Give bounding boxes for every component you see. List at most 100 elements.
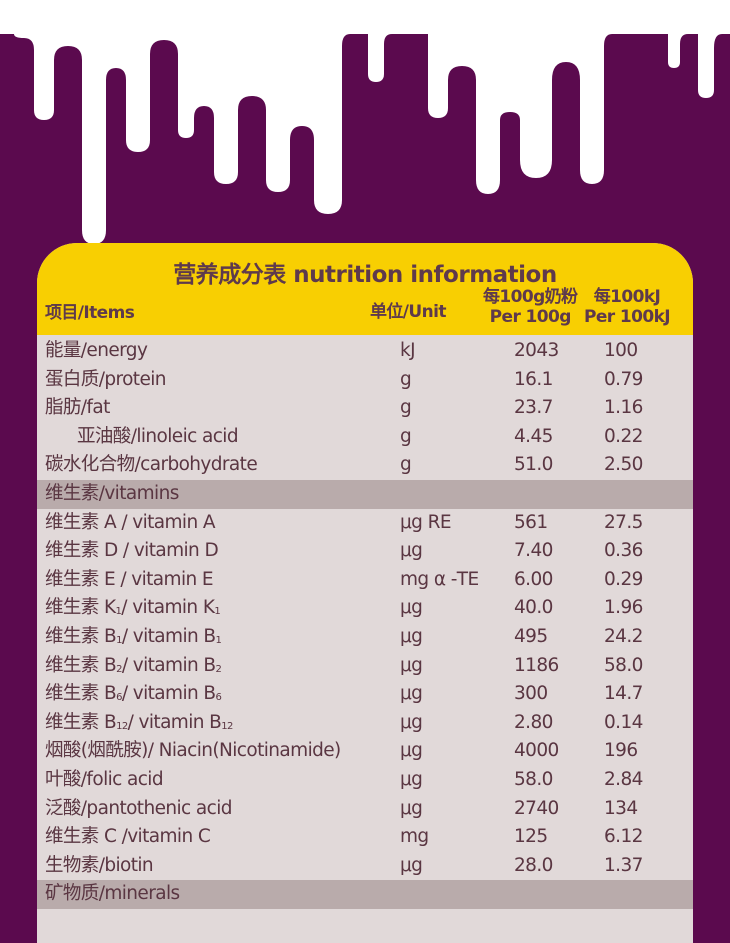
value-per-100g: 28.0 [514,854,553,876]
header-per100kj: 每100kJ Per 100kJ [584,287,671,327]
value-per-100g: 23.7 [514,397,553,419]
table-row: 维生素 E / vitamin E mg α -TE 6.00 0.29 [37,566,693,595]
nutrient-name: 亚油酸/linoleic acid [77,425,239,447]
nutrient-name: 泛酸/pantothenic acid [45,797,232,819]
nutrient-name: 维生素 E / vitamin E [45,568,214,590]
table-row: 能量/energy kJ 2043 100 [37,337,693,366]
nutrient-name: 生物素/biotin [45,854,154,876]
value-per-100kj: 2.84 [604,769,643,790]
unit: μg RE [400,511,452,533]
table-row: 叶酸/folic acid μg 58.0 2.84 [37,766,693,795]
nutrient-name: 脂肪/fat [45,397,110,419]
nutrient-name: 碳水化合物/carbohydrate [45,454,258,476]
value-per-100kj: 1.37 [604,854,643,876]
nutrient-name: 能量/energy [45,340,148,361]
value-per-100kj: 134 [604,797,638,819]
unit: g [400,368,412,390]
nutrient-name: 维生素 B1/ vitamin B1 [45,626,222,647]
value-per-100kj: 0.22 [604,425,643,447]
value-per-100kj: 0.79 [604,368,643,390]
unit: μg [400,769,423,790]
nutrient-name: 维生素 B6/ vitamin B6 [45,683,222,705]
value-per-100kj: 1.96 [604,597,643,619]
table-row: 维生素 C /vitamin C mg 125 6.12 [37,823,693,852]
value-per-100g: 2740 [514,797,559,819]
value-per-100g: 2.80 [514,711,553,733]
unit: kJ [400,340,416,361]
value-per-100kj: 58.0 [604,654,643,676]
value-per-100g: 16.1 [514,368,553,390]
header-per100g-cn: 每100g奶粉 [483,287,578,307]
unit: μg [400,854,423,876]
unit: μg [400,597,423,619]
header-per100g: 每100g奶粉 Per 100g [483,287,578,327]
unit: μg [400,711,423,733]
unit: μg [400,626,423,647]
unit: μg [400,740,423,762]
value-per-100g: 561 [514,511,548,533]
value-per-100g: 6.00 [514,568,553,590]
value-per-100kj: 0.29 [604,568,643,590]
value-per-100g: 125 [514,826,548,848]
value-per-100g: 7.40 [514,540,553,562]
unit: μg [400,683,423,705]
table-header: 营养成分表 nutrition information 项目/Items 单位/… [37,243,693,335]
value-per-100kj: 2.50 [604,454,643,476]
value-per-100g: 1186 [514,654,559,676]
unit: μg [400,654,423,676]
table-row: 维生素 B6/ vitamin B6 μg 300 14.7 [37,680,693,709]
value-per-100g: 2043 [514,340,559,361]
nutrient-name: 矿物质/minerals [45,883,180,905]
value-per-100g: 300 [514,683,548,705]
nutrient-name: 维生素 D / vitamin D [45,540,219,562]
nutrient-name: 维生素 A / vitamin A [45,511,216,533]
value-per-100kj: 14.7 [604,683,643,705]
value-per-100g: 58.0 [514,769,553,790]
table-row: 生物素/biotin μg 28.0 1.37 [37,852,693,881]
table-row: 维生素 B1/ vitamin B1 μg 495 24.2 [37,623,693,652]
value-per-100kj: 24.2 [604,626,643,647]
table-row: 蛋白质/protein g 16.1 0.79 [37,366,693,395]
header-per100kj-cn: 每100kJ [593,287,661,307]
table-row: 维生素 B2/ vitamin B2 μg 1186 58.0 [37,652,693,681]
value-per-100g: 495 [514,626,548,647]
header-unit: 单位/Unit [370,302,446,322]
value-per-100kj: 6.12 [604,826,643,848]
value-per-100kj: 196 [604,740,638,762]
value-per-100kj: 100 [604,340,638,361]
nutrient-name: 维生素 C /vitamin C [45,826,211,848]
value-per-100g: 4000 [514,740,559,762]
unit: mg α -TE [400,568,479,590]
value-per-100g: 4.45 [514,425,553,447]
table-title: 营养成分表 nutrition information [173,262,557,288]
unit: g [400,425,412,447]
table-row: 维生素 K1/ vitamin K1 μg 40.0 1.96 [37,594,693,623]
nutrient-name: 维生素 K1/ vitamin K1 [45,597,221,619]
table-row: 泛酸/pantothenic acid μg 2740 134 [37,795,693,824]
header-items: 项目/Items [45,303,135,323]
table-row: 维生素 B12/ vitamin B12 μg 2.80 0.14 [37,709,693,738]
value-per-100kj: 0.36 [604,540,643,562]
unit: μg [400,797,423,819]
unit: mg [400,826,429,848]
nutrient-name: 叶酸/folic acid [45,769,164,790]
value-per-100g: 51.0 [514,454,553,476]
unit: g [400,454,412,476]
value-per-100kj: 0.14 [604,711,643,733]
table-row: 维生素 A / vitamin A μg RE 561 27.5 [37,509,693,538]
nutrition-table: 营养成分表 nutrition information 项目/Items 单位/… [37,243,693,943]
table-row: 烟酸(烟酰胺)/ Niacin(Nicotinamide) μg 4000 196 [37,737,693,766]
unit: μg [400,540,423,562]
value-per-100g: 40.0 [514,597,553,619]
milk-drip-decoration [0,0,730,244]
unit: g [400,397,412,419]
header-per100g-en: Per 100g [489,307,572,327]
table-row: 碳水化合物/carbohydrate g 51.0 2.50 [37,451,693,480]
table-row: 维生素 D / vitamin D μg 7.40 0.36 [37,537,693,566]
nutrient-name: 维生素 B12/ vitamin B12 [45,711,233,733]
value-per-100kj: 1.16 [604,397,643,419]
table-row: 脂肪/fat g 23.7 1.16 [37,394,693,423]
nutrient-name: 蛋白质/protein [45,368,167,390]
nutrient-name: 烟酸(烟酰胺)/ Niacin(Nicotinamide) [45,740,341,762]
section-row: 矿物质/minerals [37,880,693,909]
